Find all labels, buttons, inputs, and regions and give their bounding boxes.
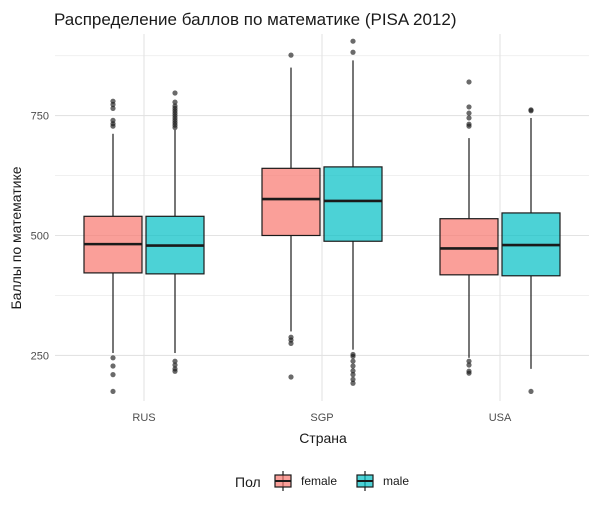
outlier-point <box>110 355 116 361</box>
outlier-point <box>466 358 472 364</box>
box-body <box>323 166 383 242</box>
outlier-point <box>466 115 472 121</box>
outlier-point <box>172 366 178 372</box>
y-tick-label: 500 <box>31 230 49 242</box>
outlier-point <box>350 358 356 364</box>
box-usa-female <box>439 79 499 376</box>
outlier-point <box>110 372 116 378</box>
outlier-point <box>110 98 116 104</box>
outlier-point <box>110 117 116 123</box>
box-rus-male <box>145 90 205 374</box>
box-usa-male <box>501 107 561 395</box>
outlier-point <box>466 79 472 85</box>
x-tick-label: SGP <box>310 412 333 424</box>
legend: Пол female male <box>235 471 409 491</box>
outlier-point <box>172 358 178 364</box>
outlier-point <box>466 362 472 368</box>
box-body <box>261 167 321 237</box>
outlier-point <box>466 121 472 127</box>
outlier-point <box>466 368 472 374</box>
y-ticks: 250 500 750 <box>31 111 49 363</box>
x-ticks: RUS SGP USA <box>132 412 512 424</box>
y-tick-label: 250 <box>31 350 49 362</box>
legend-key-female <box>274 471 292 491</box>
outlier-point <box>288 52 294 58</box>
outlier-point <box>172 362 178 368</box>
grid <box>55 34 589 401</box>
outlier-point <box>466 104 472 110</box>
outlier-point <box>172 103 178 109</box>
outlier-point <box>288 334 294 340</box>
x-axis-title: Страна <box>299 430 347 446</box>
box-rus-female <box>83 98 143 395</box>
outlier-point <box>110 105 116 111</box>
box-sgp-male <box>323 38 383 386</box>
legend-title: Пол <box>235 474 261 490</box>
y-axis-title: Баллы по математике <box>8 166 24 309</box>
chart-title: Распределение баллов по математике (PISA… <box>54 10 456 29</box>
outlier-point <box>528 107 534 113</box>
outlier-point <box>350 351 356 358</box>
legend-label-female: female <box>301 474 337 488</box>
boxes <box>83 38 561 395</box>
legend-key-male <box>356 471 374 491</box>
outlier-point <box>110 388 116 395</box>
outlier-point <box>172 90 178 96</box>
outlier-point <box>288 374 294 380</box>
outlier-point <box>350 372 356 378</box>
outlier-point <box>466 110 472 116</box>
box-body <box>439 218 499 276</box>
outlier-point <box>172 99 178 105</box>
outlier-point <box>528 388 534 395</box>
legend-label-male: male <box>383 474 409 488</box>
outlier-point <box>350 368 356 374</box>
outlier-point <box>350 380 356 386</box>
y-tick-label: 750 <box>31 111 49 123</box>
x-tick-label: USA <box>489 412 512 424</box>
outlier-point <box>110 363 116 369</box>
x-tick-label: RUS <box>132 412 155 424</box>
outlier-point <box>350 49 356 55</box>
outlier-point <box>350 363 356 369</box>
outlier-point <box>350 38 356 44</box>
outlier-point <box>350 376 356 383</box>
box-sgp-female <box>261 52 321 380</box>
